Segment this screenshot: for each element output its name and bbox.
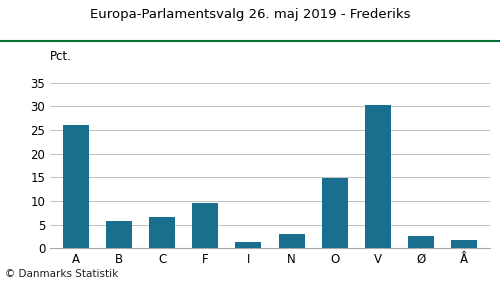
Bar [408,236,434,248]
Bar [322,178,347,248]
Bar [106,221,132,248]
Text: Pct.: Pct. [50,50,72,63]
Bar [278,233,304,248]
Text: Europa-Parlamentsvalg 26. maj 2019 - Frederiks: Europa-Parlamentsvalg 26. maj 2019 - Fre… [90,8,410,21]
Text: © Danmarks Statistik: © Danmarks Statistik [5,269,118,279]
Bar [236,243,262,248]
Bar [365,105,391,248]
Bar [149,217,175,248]
Bar [451,240,477,248]
Bar [192,203,218,248]
Bar [63,125,89,248]
